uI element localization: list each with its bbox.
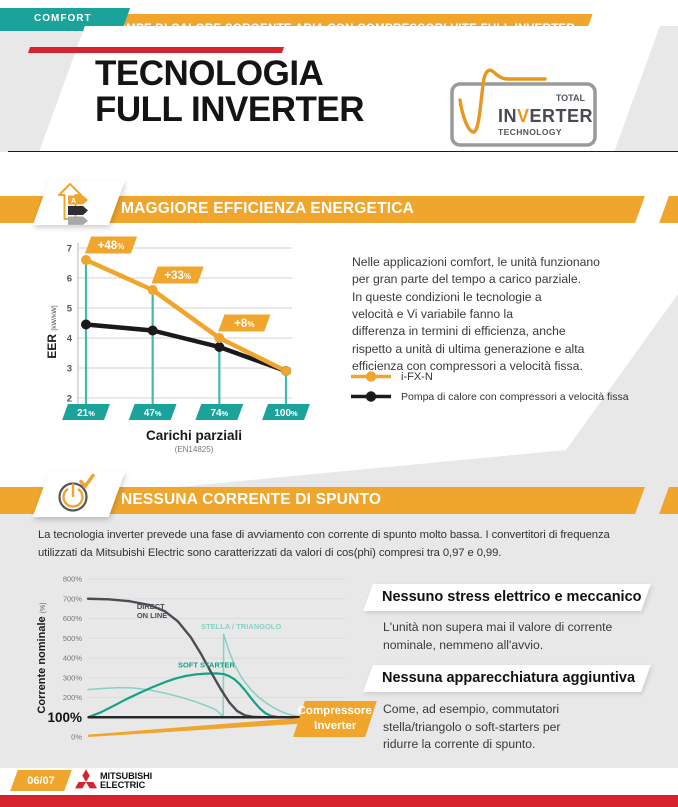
inverter-waveform-icon [458,68,547,134]
svg-text:5: 5 [67,304,73,315]
page-title-line1: TECNOLOGIA [95,54,324,93]
block1-heading: Nessuno stress elettrico e meccanico [382,589,642,605]
diamond-top [82,769,90,783]
power-arc [62,488,84,508]
block1-body: L'unità non supera mai il valore di corr… [383,620,613,652]
power-button-icon [58,473,95,512]
svg-text:2: 2 [67,394,72,405]
svg-text:SOFT STARTER: SOFT STARTER [178,660,236,669]
svg-text:74%: 74% [210,408,228,419]
svg-text:500%: 500% [63,634,83,643]
svg-text:7: 7 [67,244,72,255]
svg-text:STELLA / TRIANGOLO: STELLA / TRIANGOLO [201,622,281,631]
page-number: 06/07 [27,774,55,787]
section2-banner-label: NESSUNA CORRENTE DI SPUNTO [121,491,382,508]
energy-class-dark-bar [68,206,88,215]
svg-text:700%: 700% [63,594,83,603]
block2-body: Come, ad esempio, commutatori stella/tri… [383,702,561,752]
svg-text:100%: 100% [47,710,82,725]
section2-paragraph: La tecnologia inverter prevede una fase … [38,529,610,559]
brand-line1: MITSUBISHI [100,771,153,781]
svg-text:800%: 800% [63,575,83,584]
section2-banner-sliver [659,487,678,514]
footer-red-bar [0,795,678,807]
logo-inverter-label: INVERTER [498,106,593,126]
energy-class-gray-bar [68,216,88,225]
comfort-tag-label: COMFORT [34,13,92,24]
svg-text:400%: 400% [63,654,83,663]
chart1-legend: i-FX-N Pompa di calore con compressori a… [350,370,629,403]
legend-swatch-fixed-speed [351,391,391,402]
eer-partial-load-chart: 7 6 5 4 3 2 +48% +33% +8% 21% 47% 74% 100% Carichi pa… [45,236,310,454]
page-number-badge: 06/07 [10,770,72,791]
svg-text:300%: 300% [63,673,83,682]
svg-text:4: 4 [67,334,73,345]
svg-text:6: 6 [67,274,72,285]
svg-text:21%: 21% [77,408,95,419]
logo-total-label: TOTAL [556,93,586,103]
page-title: TECNOLOGIA FULL INVERTER [95,56,364,128]
legend-item-fixed-speed: Pompa di calore con compressori a veloci… [350,390,629,403]
legend-label-ifxn: i-FX-N [401,370,433,383]
section1-banner-label: MAGGIORE EFFICIENZA ENERGETICA [121,200,415,217]
energy-class-a-letter: A [71,198,76,205]
legend-item-ifxn: i-FX-N [350,370,629,383]
footer-white-band [0,768,678,795]
svg-text:47%: 47% [144,408,162,419]
svg-text:EER [kW/kW]: EER [kW/kW] [45,305,59,358]
logo-technology-label: TECHNOLOGY [498,127,562,137]
diamond-right [86,782,97,789]
mitsubishi-diamonds-logo [75,769,97,789]
svg-text:+8%: +8% [234,318,254,330]
svg-text:3: 3 [67,364,72,375]
block2-heading: Nessuna apparecchiatura aggiuntiva [382,670,636,686]
energy-efficiency-icon: A [58,183,88,225]
energy-class-a-bar [68,195,88,205]
check-mark-icon [79,473,95,489]
brand-wordmark: MITSUBISHI ELECTRIC [100,771,153,791]
svg-text:Corrente nominale (%): Corrente nominale (%) [36,602,48,713]
brand-line2: ELECTRIC [100,780,146,791]
svg-text:Carichi parziali: Carichi parziali [146,428,242,443]
diamond-left [75,782,86,789]
svg-text:+48%: +48% [98,240,125,252]
section1-paragraph: Nelle applicazioni comfort, le unità fun… [352,255,600,373]
svg-text:(EN14825): (EN14825) [175,445,214,454]
svg-text:0%: 0% [71,733,82,742]
compressore-inverter-badge: Compressore Inverter [293,701,377,737]
legend-dot [365,391,377,402]
legend-swatch-ifxn [351,371,391,382]
svg-text:200%: 200% [63,693,83,702]
logo-frame [450,82,597,147]
total-inverter-technology-logo: TOTAL INVERTER TECHNOLOGY [450,68,597,147]
inrush-current-chart: 800% 700% 600% 500% 400% 300% 200% 100% 0% DIRECT… [36,575,356,742]
legend-label-fixed-speed: Pompa di calore con compressori a veloci… [401,390,629,403]
svg-text:+33%: +33% [164,270,191,282]
legend-dot [365,371,377,382]
compressore-inverter-label: Compressore Inverter [297,705,373,732]
red-accent-bar [27,47,285,53]
page-title-line2: FULL INVERTER [95,90,364,129]
svg-text:600%: 600% [63,614,83,623]
svg-text:100%: 100% [274,408,298,419]
